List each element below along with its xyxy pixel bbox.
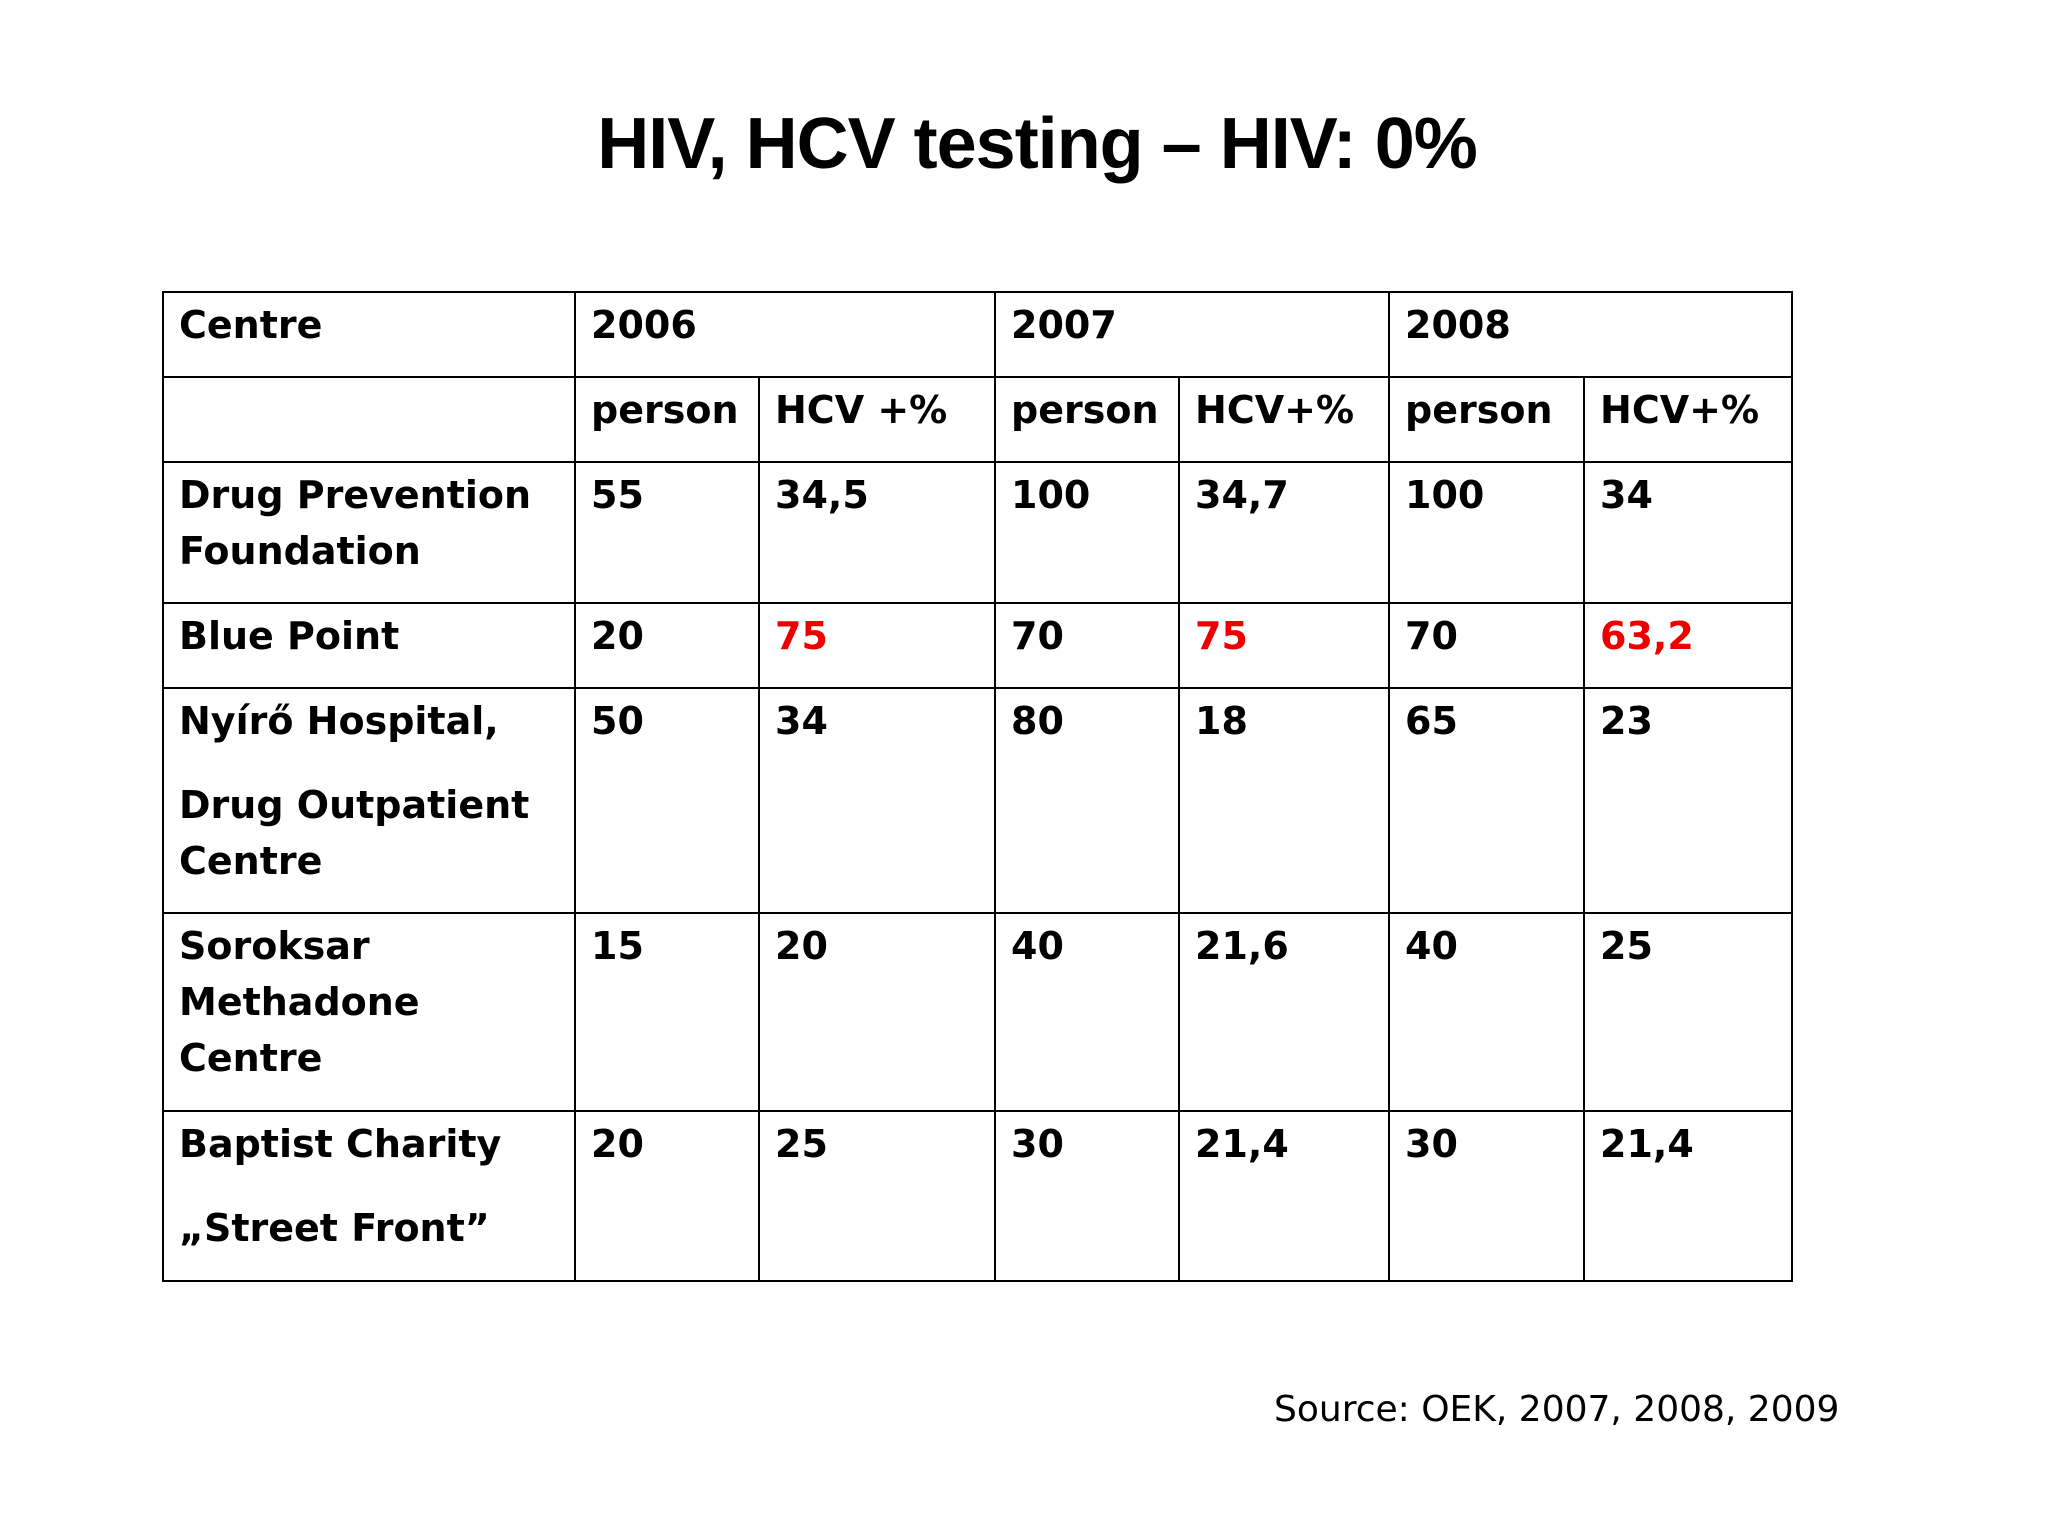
centre-name-line: Drug Outpatient <box>179 783 530 827</box>
subheader-person-2006: person <box>574 376 760 463</box>
value-cell: 50 <box>574 687 760 914</box>
subheader-row: person HCV +% person HCV+% person HCV+% <box>162 376 1794 463</box>
value-cell: 34,5 <box>757 461 997 604</box>
header-year-2007: 2007 <box>994 291 1391 378</box>
centre-name-line: Foundation <box>179 529 421 573</box>
header-year-2006: 2006 <box>573 291 997 378</box>
highlighted-value-cell: 75 <box>757 602 997 689</box>
value-cell: 55 <box>574 461 760 604</box>
centre-name-line: Nyírő Hospital, <box>179 699 499 743</box>
centre-name-line: Centre <box>179 1036 323 1080</box>
value-cell: 65 <box>1388 687 1586 914</box>
slide-title: HIV, HCV testing – HIV: 0% <box>597 104 1478 184</box>
year-header-row: Centre 2006 2007 2008 <box>162 291 1794 378</box>
value-cell: 21,6 <box>1178 912 1391 1112</box>
value-cell: 25 <box>1583 912 1794 1112</box>
subheader-person-2007: person <box>994 376 1181 463</box>
centre-name-line: Drug Prevention <box>179 473 532 517</box>
table-row: Baptist Charity „Street Front” 20 25 30 … <box>162 1110 1794 1282</box>
highlighted-value-cell: 63,2 <box>1583 602 1794 689</box>
centre-name-line: Soroksar <box>179 924 370 968</box>
hcv-testing-table: Centre 2006 2007 2008 person HCV +% pers… <box>162 291 1794 1282</box>
centre-cell: Blue Point <box>162 602 576 689</box>
centre-name-line: Baptist Charity <box>179 1122 502 1166</box>
centre-cell: Nyírő Hospital, Drug Outpatient Centre <box>162 687 576 914</box>
value-cell: 25 <box>757 1110 997 1282</box>
value-cell: 40 <box>1388 912 1586 1112</box>
value-cell: 20 <box>574 602 760 689</box>
value-cell: 15 <box>574 912 760 1112</box>
table-row: Soroksar Methadone Centre 15 20 40 21,6 … <box>162 912 1794 1112</box>
value-cell: 20 <box>757 912 997 1112</box>
value-cell: 30 <box>1388 1110 1586 1282</box>
source-note: Source: OEK, 2007, 2008, 2009 <box>1274 1389 1840 1430</box>
value-cell: 30 <box>994 1110 1181 1282</box>
value-cell: 40 <box>994 912 1181 1112</box>
value-cell: 20 <box>574 1110 760 1282</box>
value-cell: 21,4 <box>1583 1110 1794 1282</box>
header-centre: Centre <box>162 291 576 378</box>
value-cell: 80 <box>994 687 1181 914</box>
table-row: Blue Point 20 75 70 75 70 63,2 <box>162 602 1794 689</box>
centre-name-line: Blue Point <box>179 614 400 658</box>
value-cell: 70 <box>994 602 1181 689</box>
subheader-person-2008: person <box>1388 376 1586 463</box>
value-cell: 34,7 <box>1178 461 1391 604</box>
subheader-hcv-2006: HCV +% <box>757 376 997 463</box>
table-row: Drug Prevention Foundation 55 34,5 100 3… <box>162 461 1794 604</box>
value-cell: 23 <box>1583 687 1794 914</box>
value-cell: 34 <box>757 687 997 914</box>
centre-name-line: Methadone <box>179 980 420 1024</box>
centre-name-line: „Street Front” <box>179 1206 490 1250</box>
value-cell: 70 <box>1388 602 1586 689</box>
value-cell: 100 <box>994 461 1181 604</box>
highlighted-value-cell: 75 <box>1178 602 1391 689</box>
subheader-hcv-2008: HCV+% <box>1583 376 1794 463</box>
header-year-2008: 2008 <box>1388 291 1794 378</box>
table-row: Nyírő Hospital, Drug Outpatient Centre 5… <box>162 687 1794 914</box>
value-cell: 18 <box>1178 687 1391 914</box>
value-cell: 100 <box>1388 461 1586 604</box>
centre-name-line: Centre <box>179 839 323 883</box>
centre-cell: Drug Prevention Foundation <box>162 461 576 604</box>
subheader-empty <box>162 376 576 463</box>
centre-cell: Baptist Charity „Street Front” <box>162 1110 576 1282</box>
centre-cell: Soroksar Methadone Centre <box>162 912 576 1112</box>
value-cell: 21,4 <box>1178 1110 1391 1282</box>
subheader-hcv-2007: HCV+% <box>1178 376 1391 463</box>
value-cell: 34 <box>1583 461 1794 604</box>
